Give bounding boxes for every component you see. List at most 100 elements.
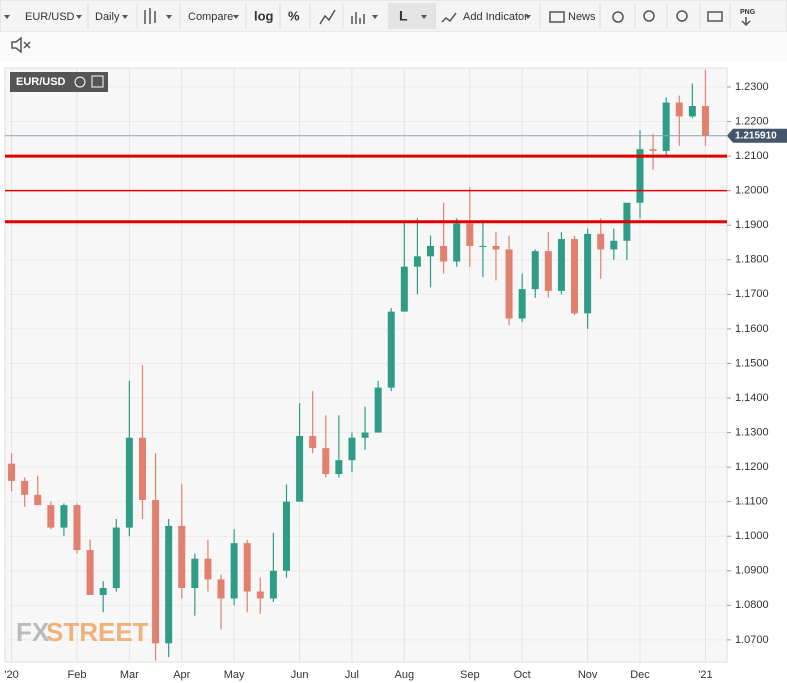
candle-body (34, 494, 42, 506)
x-tick-label: Jun (291, 669, 309, 681)
candle-body (348, 437, 356, 461)
candle-body (8, 463, 16, 481)
candle-body (256, 591, 264, 599)
compare[interactable]: Compare (188, 11, 233, 23)
candle-body (453, 223, 461, 262)
candle-body (335, 460, 343, 475)
candle-body (662, 102, 670, 151)
candle-body (86, 550, 94, 595)
x-tick-label: Nov (578, 669, 598, 681)
candle-body (466, 223, 474, 246)
x-tick-label: Feb (68, 669, 87, 681)
candle-body (413, 256, 421, 267)
y-tick-label: 1.1100 (735, 496, 768, 508)
toolbar-row (0, 32, 787, 62)
candle-body (112, 527, 120, 589)
y-tick-label: 1.2200 (735, 115, 769, 127)
candle-body (479, 245, 487, 247)
plot-area (4, 67, 728, 663)
x-tick-label: '21 (698, 669, 712, 681)
percent-button[interactable]: % (288, 8, 300, 23)
candle-body (505, 249, 513, 319)
log-button[interactable]: log (254, 8, 274, 23)
candle-body (675, 102, 683, 117)
candle-body (191, 558, 199, 589)
x-tick-label: Jul (345, 669, 359, 681)
watermark-street: STREET (46, 617, 149, 647)
candle-body (361, 432, 369, 438)
candle-body (204, 558, 212, 580)
candle-body (152, 499, 160, 644)
legend-symbol: EUR/USD (16, 76, 66, 88)
y-tick-label: 1.0900 (735, 565, 769, 577)
y-tick-label: 1.2300 (735, 81, 769, 93)
candle-body (544, 251, 552, 291)
add-indicator[interactable]: Add Indicator (463, 11, 528, 23)
news[interactable]: News (568, 11, 596, 23)
x-tick-label: Mar (120, 669, 139, 681)
y-tick-label: 1.1700 (735, 288, 769, 300)
candle-body (557, 239, 565, 291)
candle-body (269, 570, 277, 599)
candle-body (571, 239, 579, 314)
candle-body (296, 436, 304, 502)
interval[interactable]: Daily (95, 11, 120, 23)
candle-body (138, 437, 146, 500)
candle-body (610, 240, 618, 250)
candle-body (99, 588, 107, 595)
candle-body (165, 525, 173, 644)
y-tick-label: 1.1800 (735, 254, 769, 266)
candle-body (649, 149, 657, 151)
active-tool[interactable] (388, 3, 436, 29)
candle-body (21, 480, 29, 495)
candle-body (400, 266, 408, 312)
x-tick-label: Dec (630, 669, 650, 681)
symbol[interactable]: EUR/USD (25, 11, 75, 23)
x-tick-label: Oct (514, 669, 531, 681)
candle-body (688, 106, 696, 117)
candle-body (125, 437, 133, 528)
candle-body (374, 387, 382, 433)
x-tick-label: Aug (395, 669, 415, 681)
candle-body (597, 233, 605, 250)
candle-body (230, 543, 238, 599)
last-price-tag (727, 128, 787, 143)
last-price-label: 1.215910 (735, 130, 777, 141)
line-style[interactable]: L (399, 8, 408, 24)
marks (5, 69, 727, 661)
candle-body (309, 436, 317, 449)
y-tick-label: 1.1300 (735, 426, 769, 438)
candle-body (217, 579, 225, 599)
x-tick-label: Sep (460, 669, 480, 681)
candle-body (60, 505, 68, 528)
png-button[interactable]: PNG (740, 9, 756, 16)
y-tick-label: 1.1000 (735, 530, 769, 542)
y-tick-label: 1.2000 (735, 185, 769, 197)
x-tick-label: Apr (173, 669, 190, 681)
dropdown-arrows (4, 15, 531, 19)
candle-body (427, 245, 435, 257)
toolbar-separators (87, 4, 731, 28)
candle-body (282, 501, 290, 571)
candle-body (243, 543, 251, 592)
candle-body (440, 245, 448, 262)
y-tick-label: 1.2100 (735, 150, 769, 162)
candle-body (518, 289, 526, 319)
watermark-fx: FX (16, 617, 50, 647)
candle-body (701, 106, 709, 136)
legend-icons (74, 75, 104, 88)
candle-body (531, 251, 539, 290)
legend-box (10, 72, 108, 92)
x-tick-label: '20 (4, 669, 18, 681)
candle-body (636, 149, 644, 203)
y-tick-label: 1.1500 (735, 357, 769, 369)
candle-body (322, 448, 330, 475)
toolbar-icons (11, 8, 751, 54)
y-tick-label: 1.1200 (735, 461, 769, 473)
x-tick-label: May (224, 669, 245, 681)
candle-body (73, 505, 81, 551)
candle-body (47, 505, 55, 528)
candle-body (584, 233, 592, 314)
